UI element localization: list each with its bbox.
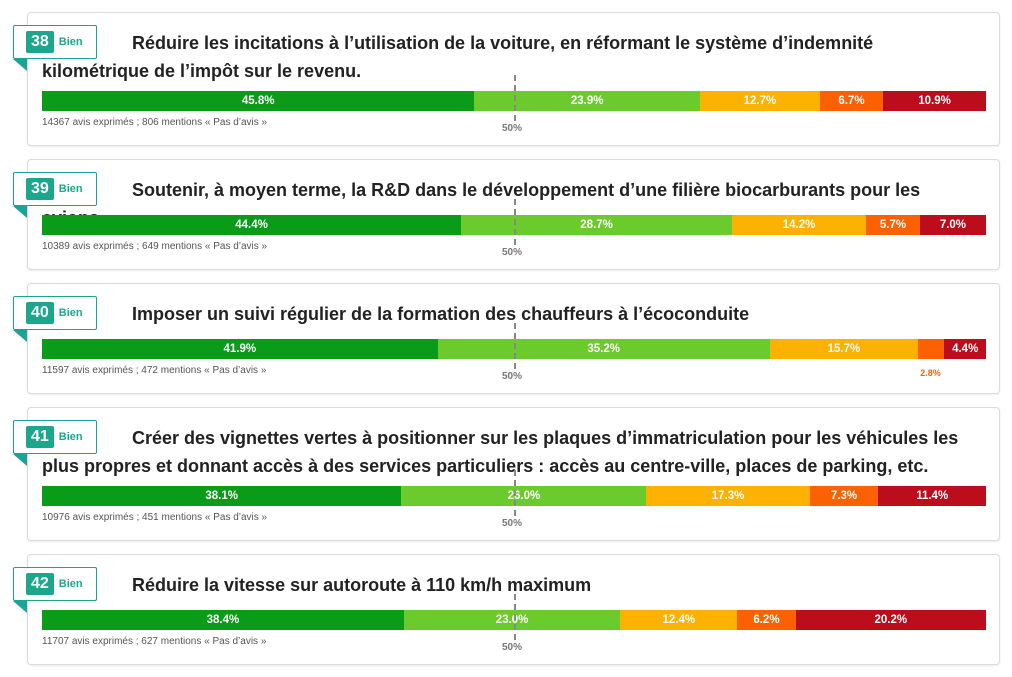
vote-distribution-bar: 38.1% 26.0% 17.3% 7.3% 11.4% xyxy=(42,486,986,506)
rank-mention: Bien xyxy=(58,183,83,195)
midpoint-marker xyxy=(514,470,516,516)
rank-badge: 38 Bien xyxy=(13,25,97,59)
vote-counts: 11707 avis exprimés ; 627 mentions « Pas… xyxy=(42,636,267,647)
rank-mention: Bien xyxy=(58,307,83,319)
bar-segment-bad: 7.3% xyxy=(809,486,879,506)
bar-segment-bad xyxy=(918,339,945,359)
rank-badge: 40 Bien xyxy=(13,296,97,330)
bar-segment-bad: 5.7% xyxy=(866,215,920,235)
rank-mention: Bien xyxy=(58,431,83,443)
bar-segment-good: 28.7% xyxy=(461,215,733,235)
proposal-card: 42 Bien Réduire la vitesse sur autoroute à… xyxy=(13,554,1000,665)
vote-distribution-bar: 45.8% 23.9% 12.7% 6.7% 10.9% xyxy=(42,91,986,111)
rank-badge: 41 Bien xyxy=(13,420,97,454)
bar-segment-average: 15.7% xyxy=(769,339,919,359)
rank-number: 39 xyxy=(26,178,54,200)
bar-segment-good: 23.9% xyxy=(474,91,700,111)
bar-segment-very-good: 38.4% xyxy=(42,610,404,630)
rank-ribbon-fold xyxy=(13,206,27,218)
vote-distribution-bar: 41.9% 35.2% 15.7% 4.4% xyxy=(42,339,986,359)
bar-segment-outside-label: 2.8% xyxy=(920,368,941,378)
bar-segment-bad: 6.2% xyxy=(737,610,796,630)
bar-segment-average: 17.3% xyxy=(646,486,810,506)
rank-badge: 39 Bien xyxy=(13,172,97,206)
rank-mention: Bien xyxy=(58,36,83,48)
bar-segment-average: 12.4% xyxy=(620,610,738,630)
rank-number: 41 xyxy=(26,426,54,448)
bar-segment-very-bad: 4.4% xyxy=(944,339,986,359)
midpoint-marker xyxy=(514,323,516,369)
bar-segment-very-good: 38.1% xyxy=(42,486,402,506)
vote-distribution-bar: 44.4% 28.7% 14.2% 5.7% 7.0% xyxy=(42,215,986,235)
rank-ribbon-fold xyxy=(13,59,27,71)
bar-segment-good: 26.0% xyxy=(401,486,647,506)
rank-ribbon-fold xyxy=(13,330,27,342)
midpoint-marker xyxy=(514,594,516,640)
proposal-title: Réduire la vitesse sur autoroute à 110 k… xyxy=(132,575,592,595)
bar-segment-very-good: 41.9% xyxy=(42,339,438,359)
bar-segment-very-bad: 10.9% xyxy=(883,91,986,111)
midpoint-marker xyxy=(514,199,516,245)
rank-number: 40 xyxy=(26,302,54,324)
midpoint-label: 50% xyxy=(502,371,523,382)
bar-segment-average: 14.2% xyxy=(732,215,867,235)
bar-segment-good: 23.0% xyxy=(403,610,621,630)
bar-segment-very-good: 44.4% xyxy=(42,215,462,235)
rank-badge: 42 Bien xyxy=(13,567,97,601)
midpoint-label: 50% xyxy=(502,642,523,653)
midpoint-marker xyxy=(514,75,516,121)
bar-segment-good: 35.2% xyxy=(437,339,770,359)
bar-segment-average: 12.7% xyxy=(699,91,820,111)
rank-ribbon-fold xyxy=(13,454,27,466)
proposal-card: 41 Bien Créer des vignettes vertes à posit… xyxy=(13,407,1000,541)
rank-number: 42 xyxy=(26,573,54,595)
bar-segment-very-bad: 11.4% xyxy=(878,486,986,506)
vote-counts: 10976 avis exprimés ; 451 mentions « Pas… xyxy=(42,512,268,523)
bar-segment-bad: 6.7% xyxy=(819,91,884,111)
proposal-title: Imposer un suivi régulier de la formatio… xyxy=(132,304,750,324)
rank-ribbon-fold xyxy=(13,601,27,613)
rank-mention: Bien xyxy=(58,578,83,590)
proposal-title: Créer des vignettes vertes à positionner… xyxy=(42,428,959,476)
proposal-card: 40 Bien Imposer un suivi régulier de la fo… xyxy=(13,283,1000,394)
vote-counts: 11597 avis exprimés ; 472 mentions « Pas… xyxy=(42,365,267,376)
bar-segment-very-good: 45.8% xyxy=(42,91,475,111)
midpoint-label: 50% xyxy=(502,123,523,134)
midpoint-label: 50% xyxy=(502,518,523,529)
rank-number: 38 xyxy=(26,31,54,53)
vote-counts: 10389 avis exprimés ; 649 mentions « Pas… xyxy=(42,241,268,252)
proposal-title: Réduire les incitations à l’utilisation … xyxy=(42,33,874,81)
bar-segment-very-bad: 7.0% xyxy=(919,215,986,235)
midpoint-label: 50% xyxy=(502,247,523,258)
vote-distribution-bar: 38.4% 23.0% 12.4% 6.2% 20.2% xyxy=(42,610,986,630)
proposal-card: 38 Bien Réduire les incitations à l’utilis… xyxy=(13,12,1000,146)
bar-segment-very-bad: 20.2% xyxy=(795,610,986,630)
vote-counts: 14367 avis exprimés ; 806 mentions « Pas… xyxy=(42,117,268,128)
proposal-card: 39 Bien Soutenir, à moyen terme, la R&D da… xyxy=(13,159,1000,270)
